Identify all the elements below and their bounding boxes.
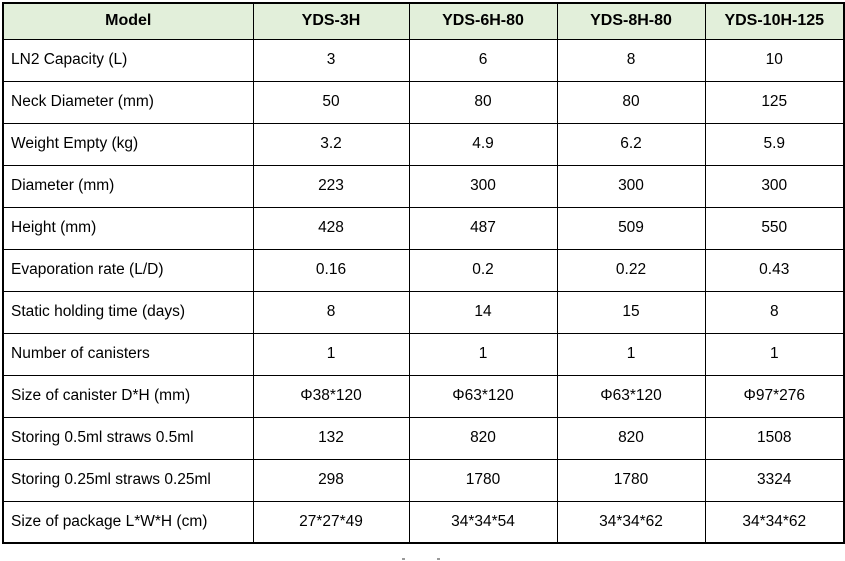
value-cell: 4.9	[408, 122, 558, 166]
table-row: Number of canisters 1 1 1 1	[2, 332, 845, 376]
header-row: Model YDS-3H YDS-6H-80 YDS-8H-80 YDS-10H…	[2, 2, 845, 40]
row-label-cell: Height (mm)	[2, 206, 254, 250]
value-cell: 1	[408, 332, 558, 376]
header-cell-yds-8h-80: YDS-8H-80	[556, 2, 706, 40]
value-cell: 34*34*54	[408, 500, 558, 544]
spec-table-body: LN2 Capacity (L) 3 6 8 10 Neck Diameter …	[2, 38, 845, 544]
value-cell: 1	[704, 332, 845, 376]
value-cell: 0.22	[556, 248, 706, 292]
value-cell: 1508	[704, 416, 845, 460]
value-cell: 6.2	[556, 122, 706, 166]
cropped-caption-fragment	[437, 558, 440, 560]
value-cell: 3324	[704, 458, 845, 502]
value-cell: 223	[252, 164, 410, 208]
table-row: LN2 Capacity (L) 3 6 8 10	[2, 38, 845, 82]
table-row: Diameter (mm) 223 300 300 300	[2, 164, 845, 208]
value-cell: Φ38*120	[252, 374, 410, 418]
value-cell: 132	[252, 416, 410, 460]
value-cell: 300	[556, 164, 706, 208]
table-row: Static holding time (days) 8 14 15 8	[2, 290, 845, 334]
value-cell: 8	[704, 290, 845, 334]
value-cell: 80	[556, 80, 706, 124]
row-label-cell: Static holding time (days)	[2, 290, 254, 334]
value-cell: 15	[556, 290, 706, 334]
table-row: Weight Empty (kg) 3.2 4.9 6.2 5.9	[2, 122, 845, 166]
row-label-cell: Size of canister D*H (mm)	[2, 374, 254, 418]
value-cell: 10	[704, 38, 845, 82]
header-cell-yds-10h-125: YDS-10H-125	[704, 2, 845, 40]
value-cell: 1780	[556, 458, 706, 502]
table-row: Size of canister D*H (mm) Φ38*120 Φ63*12…	[2, 374, 845, 418]
value-cell: 1	[252, 332, 410, 376]
table-row: Neck Diameter (mm) 50 80 80 125	[2, 80, 845, 124]
table-row: Evaporation rate (L/D) 0.16 0.2 0.22 0.4…	[2, 248, 845, 292]
value-cell: 3	[252, 38, 410, 82]
row-label-cell: Storing 0.25ml straws 0.25ml	[2, 458, 254, 502]
row-label-cell: Number of canisters	[2, 332, 254, 376]
table-row: Size of package L*W*H (cm) 27*27*49 34*3…	[2, 500, 845, 544]
value-cell: 34*34*62	[704, 500, 845, 544]
value-cell: Φ63*120	[408, 374, 558, 418]
spec-table: Model YDS-3H YDS-6H-80 YDS-8H-80 YDS-10H…	[2, 2, 845, 544]
value-cell: 0.43	[704, 248, 845, 292]
header-cell-yds-3h: YDS-3H	[252, 2, 410, 40]
value-cell: 550	[704, 206, 845, 250]
row-label-cell: Storing 0.5ml straws 0.5ml	[2, 416, 254, 460]
table-row: Storing 0.25ml straws 0.25ml 298 1780 17…	[2, 458, 845, 502]
spec-table-header: Model YDS-3H YDS-6H-80 YDS-8H-80 YDS-10H…	[2, 2, 845, 40]
value-cell: 1	[556, 332, 706, 376]
cropped-caption-fragment	[402, 558, 405, 560]
row-label-cell: Evaporation rate (L/D)	[2, 248, 254, 292]
value-cell: 6	[408, 38, 558, 82]
value-cell: 300	[408, 164, 558, 208]
value-cell: 34*34*62	[556, 500, 706, 544]
value-cell: 0.16	[252, 248, 410, 292]
header-cell-model: Model	[2, 2, 254, 40]
value-cell: 509	[556, 206, 706, 250]
value-cell: 1780	[408, 458, 558, 502]
row-label-cell: Neck Diameter (mm)	[2, 80, 254, 124]
value-cell: Φ97*276	[704, 374, 845, 418]
row-label-cell: Size of package L*W*H (cm)	[2, 500, 254, 544]
table-row: Storing 0.5ml straws 0.5ml 132 820 820 1…	[2, 416, 845, 460]
table-row: Height (mm) 428 487 509 550	[2, 206, 845, 250]
value-cell: 80	[408, 80, 558, 124]
value-cell: 428	[252, 206, 410, 250]
value-cell: 300	[704, 164, 845, 208]
value-cell: 8	[252, 290, 410, 334]
value-cell: 125	[704, 80, 845, 124]
value-cell: Φ63*120	[556, 374, 706, 418]
value-cell: 487	[408, 206, 558, 250]
row-label-cell: Diameter (mm)	[2, 164, 254, 208]
value-cell: 27*27*49	[252, 500, 410, 544]
value-cell: 298	[252, 458, 410, 502]
value-cell: 50	[252, 80, 410, 124]
value-cell: 820	[556, 416, 706, 460]
row-label-cell: LN2 Capacity (L)	[2, 38, 254, 82]
value-cell: 0.2	[408, 248, 558, 292]
row-label-cell: Weight Empty (kg)	[2, 122, 254, 166]
value-cell: 14	[408, 290, 558, 334]
header-cell-yds-6h-80: YDS-6H-80	[408, 2, 558, 40]
value-cell: 3.2	[252, 122, 410, 166]
value-cell: 8	[556, 38, 706, 82]
value-cell: 820	[408, 416, 558, 460]
value-cell: 5.9	[704, 122, 845, 166]
